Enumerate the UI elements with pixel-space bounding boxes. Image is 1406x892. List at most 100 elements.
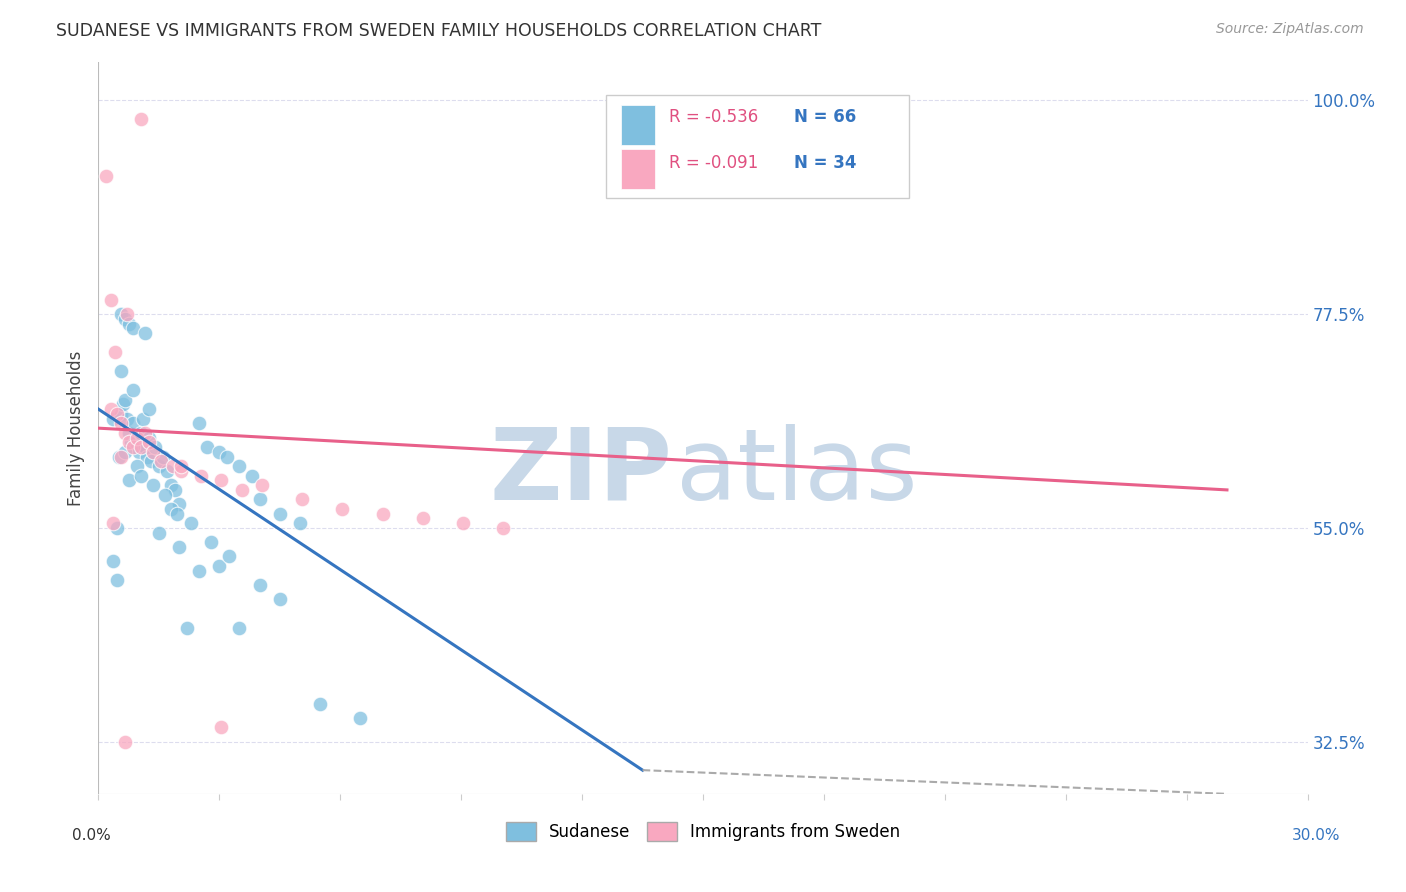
Point (218, 549, 240, 564)
Point (190, 468, 212, 483)
Point (110, 364, 132, 378)
Point (200, 535, 222, 549)
Text: R = -0.536: R = -0.536 (669, 108, 758, 127)
Point (156, 464, 179, 478)
Point (121, 383, 143, 397)
Point (217, 450, 239, 464)
Point (195, 440, 218, 454)
Point (148, 525, 170, 540)
Point (110, 307, 132, 321)
Point (114, 734, 136, 748)
Point (166, 507, 188, 521)
Legend: Sudanese, Immigrants from Sweden: Sudanese, Immigrants from Sweden (499, 815, 907, 847)
Point (96, 169, 118, 184)
Point (209, 720, 232, 734)
Point (101, 411, 124, 425)
Point (129, 468, 152, 483)
Point (138, 435, 160, 450)
Point (110, 450, 132, 464)
Point (371, 507, 394, 521)
Point (101, 516, 124, 530)
Text: R = -0.091: R = -0.091 (669, 153, 758, 171)
Point (134, 326, 156, 341)
Point (188, 417, 211, 431)
Point (118, 425, 141, 440)
Point (309, 697, 332, 711)
Point (209, 474, 232, 488)
Point (160, 478, 183, 492)
Y-axis label: Family Households: Family Households (67, 351, 86, 506)
Text: atlas: atlas (676, 424, 918, 521)
Point (138, 431, 160, 445)
Point (269, 507, 291, 521)
Point (110, 407, 132, 421)
Point (114, 425, 136, 440)
Point (208, 445, 231, 459)
Point (160, 502, 183, 516)
Point (492, 521, 515, 535)
Point (129, 440, 152, 454)
Point (103, 345, 125, 359)
Point (153, 488, 176, 502)
Point (134, 425, 156, 440)
Point (125, 459, 148, 474)
Point (132, 411, 155, 425)
Point (105, 521, 128, 535)
Point (115, 411, 138, 425)
Point (228, 459, 250, 474)
Point (291, 492, 314, 507)
Point (180, 516, 202, 530)
Point (121, 321, 143, 335)
Point (118, 474, 141, 488)
Point (167, 540, 190, 554)
Point (176, 621, 198, 635)
Point (110, 417, 132, 431)
Point (142, 478, 165, 492)
Point (121, 417, 143, 431)
FancyBboxPatch shape (621, 105, 655, 145)
Point (111, 397, 134, 411)
Point (170, 459, 193, 474)
Point (249, 578, 271, 592)
Point (451, 516, 474, 530)
Point (118, 317, 141, 331)
Text: N = 34: N = 34 (793, 153, 856, 171)
Point (228, 621, 250, 635)
Text: 0.0%: 0.0% (72, 828, 111, 843)
FancyBboxPatch shape (621, 149, 655, 189)
Point (188, 564, 211, 578)
Point (138, 402, 160, 417)
Text: Source: ZipAtlas.com: Source: ZipAtlas.com (1216, 22, 1364, 37)
Point (152, 450, 174, 464)
Point (114, 312, 136, 326)
Point (105, 407, 128, 421)
Point (330, 502, 353, 516)
Point (231, 483, 253, 497)
Point (143, 440, 166, 454)
Point (167, 497, 190, 511)
Point (491, 805, 513, 820)
Point (100, 402, 122, 417)
Text: ZIP: ZIP (489, 424, 672, 521)
Point (118, 435, 141, 450)
Point (134, 440, 156, 454)
Point (100, 293, 122, 307)
Point (114, 392, 136, 407)
Point (288, 516, 311, 530)
Point (170, 464, 193, 478)
Point (120, 435, 142, 450)
Point (249, 492, 271, 507)
Point (114, 445, 136, 459)
Point (101, 554, 124, 568)
Text: SUDANESE VS IMMIGRANTS FROM SWEDEN FAMILY HOUSEHOLDS CORRELATION CHART: SUDANESE VS IMMIGRANTS FROM SWEDEN FAMIL… (56, 22, 821, 40)
Point (129, 425, 152, 440)
Point (135, 450, 157, 464)
Text: N = 66: N = 66 (793, 108, 856, 127)
Point (142, 445, 165, 459)
Point (128, 445, 150, 459)
Text: 30.0%: 30.0% (1292, 828, 1340, 843)
Point (240, 468, 263, 483)
Point (107, 450, 129, 464)
Point (163, 483, 186, 497)
Point (269, 592, 291, 607)
